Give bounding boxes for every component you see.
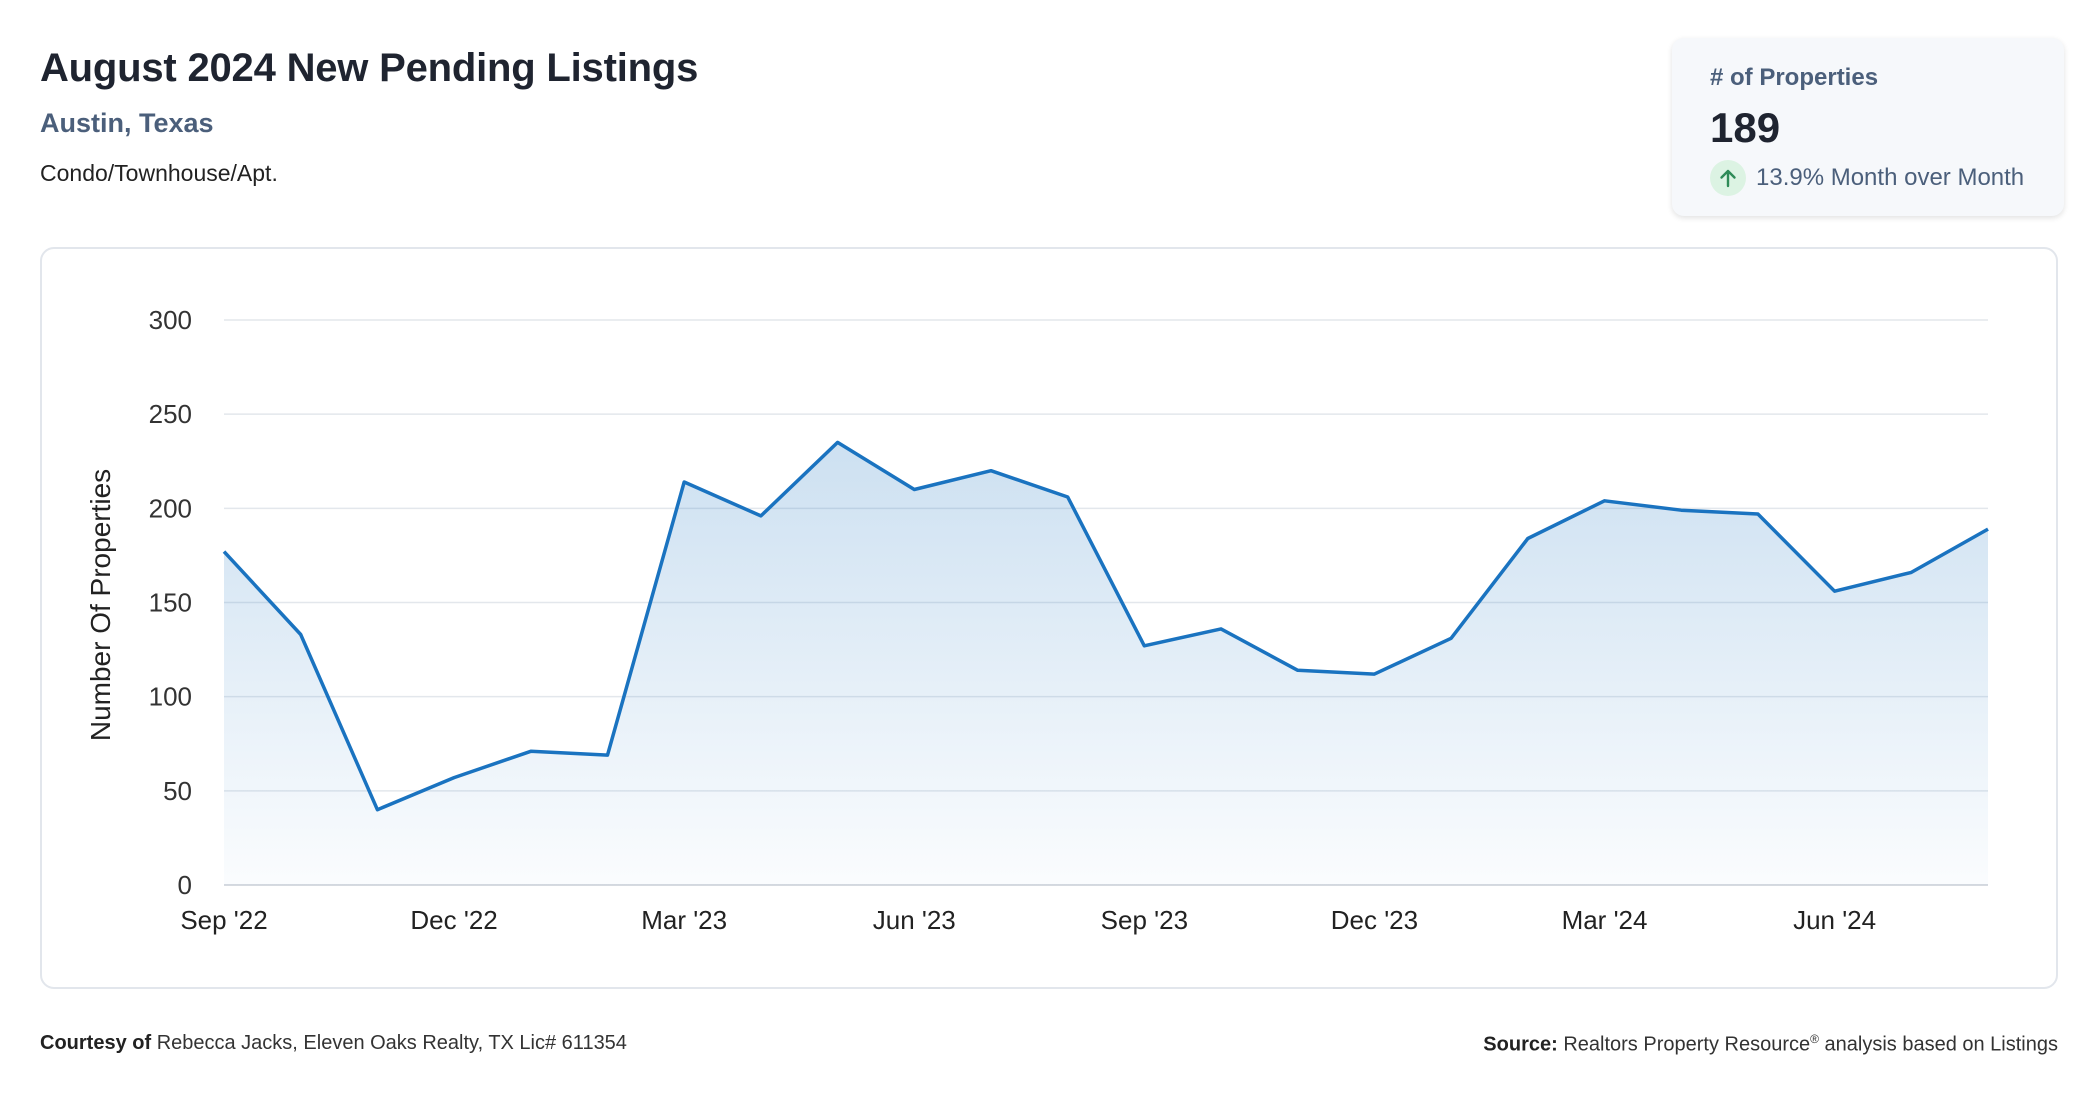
y-tick-label: 300	[149, 305, 192, 335]
x-tick-label: Dec '23	[1331, 905, 1418, 935]
kpi-card: # of Properties 189 13.9% Month over Mon…	[1672, 38, 2064, 216]
courtesy-label: Courtesy of	[40, 1032, 152, 1054]
y-axis-label: Number Of Properties	[85, 469, 116, 741]
source-text-suffix: analysis based on Listings	[1824, 1033, 2058, 1056]
y-tick-label: 50	[163, 776, 192, 806]
source-text: Realtors Property Resource	[1563, 1033, 1811, 1056]
arrow-up-icon	[1710, 160, 1746, 196]
x-tick-label: Sep '22	[180, 905, 267, 935]
source-label: Source:	[1483, 1033, 1558, 1056]
kpi-value: 189	[1710, 104, 1781, 151]
chart-card: 0 50 100 150 200 250 300 Sep '22 Dec '22 Mar '23…	[40, 247, 2058, 989]
kpi-label: # of Properties	[1710, 64, 1879, 91]
x-tick-label: Dec '22	[410, 905, 497, 935]
area-chart: 0 50 100 150 200 250 300 Sep '22 Dec '22 Mar '23…	[85, 305, 1989, 935]
x-tick-label: Mar '24	[1562, 905, 1648, 935]
x-tick-label: Jun '24	[1793, 905, 1876, 935]
y-tick-label: 250	[149, 399, 192, 429]
page-title: August 2024 New Pending Listings	[40, 46, 699, 90]
courtesy-footer: Courtesy of Rebecca Jacks, Eleven Oaks R…	[40, 1032, 627, 1055]
source-footer: Source: Realtors Property Resource® anal…	[1483, 1032, 2058, 1057]
location-subtitle: Austin, Texas	[40, 108, 214, 138]
kpi-change: 13.9% Month over Month	[1710, 160, 2024, 196]
courtesy-text: Rebecca Jacks, Eleven Oaks Realty, TX Li…	[156, 1032, 627, 1054]
y-tick-label: 200	[149, 493, 192, 523]
x-tick-label: Mar '23	[641, 905, 727, 935]
property-type-label: Condo/Townhouse/Apt.	[40, 160, 278, 186]
kpi-change-text: 13.9% Month over Month	[1756, 164, 2025, 191]
y-tick-label: 0	[178, 870, 192, 900]
x-tick-label: Jun '23	[873, 905, 956, 935]
x-tick-label: Sep '23	[1101, 905, 1188, 935]
registered-mark: ®	[1810, 1032, 1819, 1046]
series-line	[222, 440, 1989, 812]
y-tick-label: 100	[149, 682, 192, 712]
y-tick-label: 150	[149, 588, 192, 618]
